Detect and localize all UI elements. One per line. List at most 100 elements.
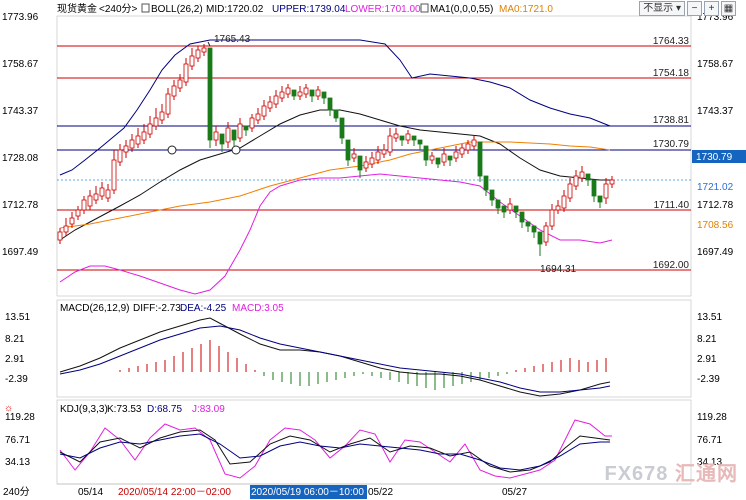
macd-diff-line [59,317,611,397]
boll-upper-line [59,39,611,176]
level-label-1692: 1692.00 [653,260,690,271]
ma-checkbox-icon[interactable] [420,3,429,13]
candle-down [585,173,591,181]
kdj-tick: 34.13 [5,457,30,468]
candle-up [351,153,357,159]
kdj-k-line [59,429,611,473]
candle-down [207,47,213,141]
chart-toolbar: 不显示 ▾ − + ▦ [639,1,736,16]
price-tick: 1728.08 [2,153,39,164]
candle-up [165,93,171,115]
watermark-logo: FX678 汇通网 [605,457,739,486]
candle-up [237,123,243,139]
candle-down [417,139,423,145]
candle-down [357,155,363,171]
macd-tick: 8.21 [697,334,717,345]
candlesticks [57,44,615,256]
candle-down [423,145,429,161]
level-label-1711: 1711.40 [654,200,690,211]
candle-up [363,161,369,169]
candle-up [567,183,573,199]
candle-up [579,171,585,179]
candle-up [171,85,177,97]
candle-down [489,189,495,201]
level-label-1730: 1730.79 [653,139,690,150]
kdj-tick: 119.28 [5,412,35,423]
ma55-line [59,141,611,229]
x-axis-label: 05/22 [368,487,393,498]
grid-icon[interactable]: ▦ [721,1,736,16]
instrument-name: 现货黄金 [57,2,97,15]
boll-upper: UPPER:1739.04 [272,4,346,15]
candle-down [435,157,441,165]
candle-up [273,95,279,105]
candle-down [231,129,237,141]
candle-up [93,193,99,201]
candle-up [261,105,267,117]
macd-histogram [119,340,607,390]
candle-up [159,111,165,121]
candle-down [513,205,519,213]
candle-up [105,189,111,199]
candle-up [213,131,219,141]
candle-up [255,113,261,121]
macd-tick: 2.91 [697,354,717,365]
zoom-out-button[interactable]: − [687,1,702,16]
candle-down [531,225,537,233]
candle-up [555,205,561,211]
kdj-icon: ☼ [4,403,13,414]
candle-up [405,133,411,141]
candle-up [387,135,393,153]
candle-up [177,79,183,89]
candle-up [249,117,255,129]
hide-dropdown-button[interactable]: 不显示 ▾ [639,1,685,16]
watermark-fx: FX678 [604,463,669,485]
macd-dea: DEA:-4.25 [180,303,227,314]
price-tick: 1697.49 [2,247,39,258]
ma0-value: MA0:1721.0 [499,4,553,15]
cross-marker-circle [231,145,241,155]
candle-down [243,125,249,131]
candle-down [597,195,603,203]
candle-up [297,91,303,97]
candle-up [603,183,609,199]
macd-tick: -2.39 [5,374,28,385]
candle-down [321,91,327,99]
last-price-label: 1721.02 [697,182,734,193]
candle-down [495,199,501,209]
macd-diff: DIFF:-2.73 [133,303,181,314]
candle-up [117,149,123,163]
candle-up [123,145,129,153]
candle-up [267,101,273,109]
candle-up [129,139,135,149]
boll-checkbox-icon[interactable] [141,3,150,13]
candle-up [87,195,93,207]
candle-up [81,199,87,211]
cross-marker-circle [167,145,177,155]
level-label-1738: 1738.81 [653,115,690,126]
candle-up [561,195,567,209]
candle-up [459,147,465,155]
kdj-tick: 34.13 [697,457,722,468]
current-price-tag-bg [692,150,746,163]
candle-up [183,63,189,83]
ma-value-label: 1708.56 [697,220,734,231]
candle-up [99,187,105,197]
kdj-k: K:73.53 [107,404,142,415]
main-panel-frame [56,15,692,297]
candle-down [591,179,597,197]
candle-up [315,89,321,97]
candle-down [501,205,507,213]
zoom-in-button[interactable]: + [704,1,719,16]
crosshair-time-label: 2020/05/14 22:00－02:00 [118,487,231,498]
candle-up [369,157,375,165]
candle-down [519,211,525,223]
high-marker: 1765.43 [214,34,251,45]
candle-down [309,89,315,97]
macd-panel-frame [56,299,692,398]
candle-up [471,139,477,147]
candle-up [303,87,309,95]
candle-up [507,203,513,211]
candle-up [201,47,207,53]
